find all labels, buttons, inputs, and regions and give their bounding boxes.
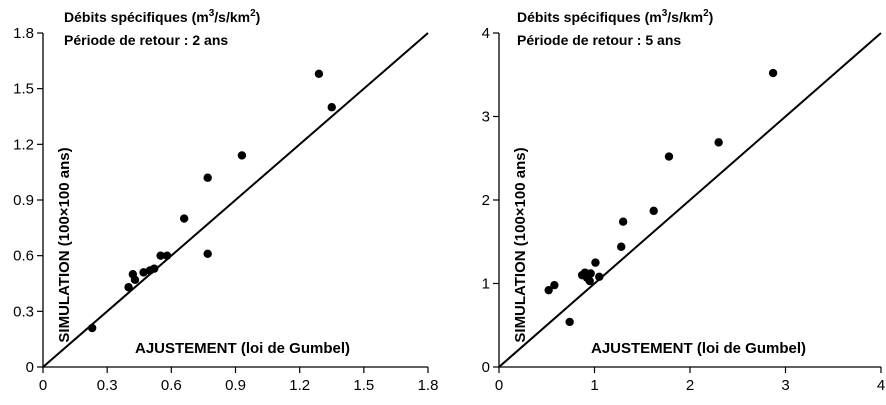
data-point bbox=[714, 138, 723, 147]
y-tick-label: 3 bbox=[482, 109, 490, 126]
data-point bbox=[544, 285, 553, 295]
data-point bbox=[314, 69, 324, 79]
x-tick-label: 0 bbox=[495, 377, 503, 394]
x-tick-label: 0.9 bbox=[225, 377, 246, 394]
y-tick-label: 0 bbox=[26, 359, 34, 376]
data-point bbox=[179, 214, 189, 223]
y-tick-label: 0 bbox=[482, 359, 490, 376]
x-tick-label: 3 bbox=[781, 377, 789, 394]
data-point bbox=[162, 251, 172, 260]
data-point bbox=[768, 68, 778, 78]
y-axis-label: SIMULATION (100×100 ans) bbox=[56, 147, 73, 342]
x-tick-label: 1.5 bbox=[353, 377, 374, 394]
data-point bbox=[124, 283, 133, 292]
data-point bbox=[586, 269, 595, 278]
data-point bbox=[664, 152, 674, 161]
data-point bbox=[327, 103, 336, 112]
x-tick-label: 0.6 bbox=[161, 377, 182, 394]
x-tick-label: 1.2 bbox=[289, 377, 310, 394]
y-tick-label: 1 bbox=[482, 276, 490, 293]
x-axis-label: AJUSTEMENT (loi de Gumbel) bbox=[135, 340, 350, 357]
x-tick-label: 4 bbox=[877, 377, 885, 394]
data-point bbox=[565, 317, 574, 327]
x-tick-label: 2 bbox=[686, 377, 694, 394]
data-point bbox=[617, 242, 626, 251]
x-axis-label: AJUSTEMENT (loi de Gumbel) bbox=[591, 340, 806, 357]
data-point bbox=[203, 249, 212, 259]
data-point bbox=[585, 276, 594, 286]
data-point bbox=[550, 280, 559, 290]
y-tick-label: 0.6 bbox=[13, 248, 34, 265]
chart-title: Débits spécifiques (m3/s/km2) bbox=[517, 8, 713, 25]
data-point bbox=[649, 206, 658, 216]
data-point bbox=[130, 275, 140, 284]
data-point bbox=[595, 272, 604, 282]
data-point bbox=[150, 264, 159, 273]
x-tick-label: 0 bbox=[39, 377, 47, 394]
chart-title: Débits spécifiques (m3/s/km2) bbox=[64, 8, 260, 25]
data-point bbox=[591, 258, 600, 267]
data-point bbox=[156, 251, 165, 260]
y-tick-label: 4 bbox=[482, 25, 490, 42]
data-point bbox=[87, 323, 97, 333]
x-tick-label: 0.3 bbox=[97, 377, 118, 394]
chart-panel-2: 00 1 1 2 2 3 3 4 4 Débits spécifiques (m3/s/km2) P… bbox=[482, 8, 886, 394]
chart-subtitle: Période de retour : 5 ans bbox=[517, 32, 681, 48]
data-point bbox=[139, 268, 148, 277]
x-tick-label: 1 bbox=[590, 377, 598, 394]
y-tick-label: 1.8 bbox=[13, 25, 34, 42]
x-tick-label: 1.8 bbox=[418, 377, 439, 394]
data-point bbox=[237, 151, 247, 160]
reference-line bbox=[498, 32, 882, 368]
y-tick-label: 1.2 bbox=[13, 136, 34, 153]
y-tick-label: 1.5 bbox=[13, 81, 34, 98]
data-point bbox=[618, 217, 628, 226]
data-point bbox=[203, 173, 212, 182]
y-tick-label: 0.3 bbox=[13, 303, 34, 320]
y-axis-label: SIMULATION (100×100 ans) bbox=[512, 147, 529, 342]
y-tick-label: 2 bbox=[482, 192, 490, 209]
y-tick-label: 0.9 bbox=[13, 192, 34, 209]
reference-line bbox=[42, 32, 429, 368]
chart-subtitle: Période de retour : 2 ans bbox=[64, 32, 228, 48]
chart-panel-1: 00 0.3 0.3 0.6 0.6 0.9 0.9 1.2 1.2 1.5 1.5 1.8 1.8 Dé… bbox=[13, 8, 438, 394]
